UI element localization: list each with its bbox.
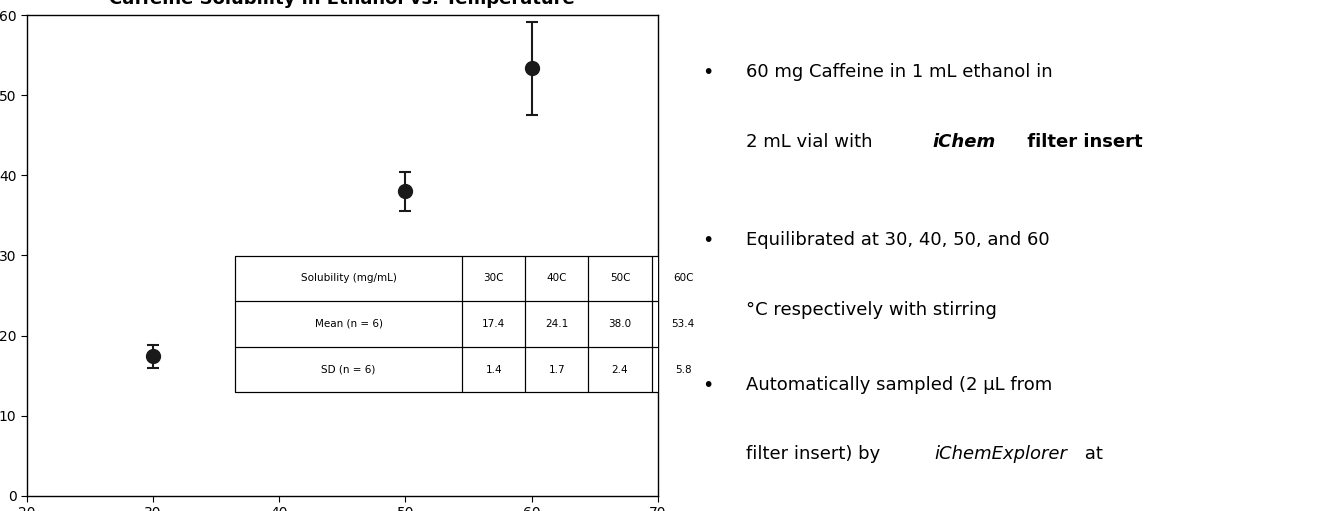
Text: Mean (n = 6): Mean (n = 6) (315, 319, 382, 329)
Text: Equilibrated at 30, 40, 50, and 60: Equilibrated at 30, 40, 50, and 60 (746, 231, 1050, 249)
Bar (652, 301, 715, 347)
Text: 30C: 30C (484, 273, 504, 283)
Text: iChemExplorer: iChemExplorer (935, 445, 1067, 463)
Bar (235, 256, 715, 392)
Text: filter insert) by: filter insert) by (746, 445, 886, 463)
Text: 5.8: 5.8 (675, 364, 692, 375)
Bar (526, 301, 589, 347)
Text: •: • (703, 376, 713, 394)
Text: 50C: 50C (610, 273, 630, 283)
Text: Automatically sampled (2 μL from: Automatically sampled (2 μL from (746, 376, 1053, 393)
Text: 60C: 60C (673, 273, 693, 283)
Bar (526, 256, 589, 301)
Bar (463, 301, 526, 347)
Bar (463, 256, 526, 301)
Text: 40C: 40C (547, 273, 567, 283)
Bar (235, 256, 463, 301)
Text: 1.4: 1.4 (485, 364, 502, 375)
Bar (652, 347, 715, 392)
Text: Solubility (mg/mL): Solubility (mg/mL) (300, 273, 397, 283)
Text: 17.4: 17.4 (483, 319, 506, 329)
Bar (589, 256, 652, 301)
Bar (235, 301, 463, 347)
Text: SD (n = 6): SD (n = 6) (322, 364, 375, 375)
Text: 2 mL vial with: 2 mL vial with (746, 133, 878, 151)
Bar (652, 256, 715, 301)
Bar (589, 301, 652, 347)
Text: •: • (703, 231, 713, 250)
Text: at: at (1080, 445, 1104, 463)
Text: 1.7: 1.7 (548, 364, 565, 375)
Title: Caffeine Solubility in Ethanol vs. Temperature: Caffeine Solubility in Ethanol vs. Tempe… (110, 0, 575, 8)
Text: 53.4: 53.4 (672, 319, 695, 329)
Bar (589, 347, 652, 392)
Text: 38.0: 38.0 (609, 319, 632, 329)
Bar (463, 347, 526, 392)
Bar (526, 347, 589, 392)
Text: 2.4: 2.4 (611, 364, 629, 375)
Text: °C respectively with stirring: °C respectively with stirring (746, 301, 998, 319)
Text: filter insert: filter insert (1021, 133, 1143, 151)
Bar (235, 347, 463, 392)
Text: 60 mg Caffeine in 1 mL ethanol in: 60 mg Caffeine in 1 mL ethanol in (746, 63, 1053, 81)
Text: 24.1: 24.1 (546, 319, 569, 329)
Text: •: • (703, 63, 713, 82)
Text: iChem: iChem (932, 133, 995, 151)
